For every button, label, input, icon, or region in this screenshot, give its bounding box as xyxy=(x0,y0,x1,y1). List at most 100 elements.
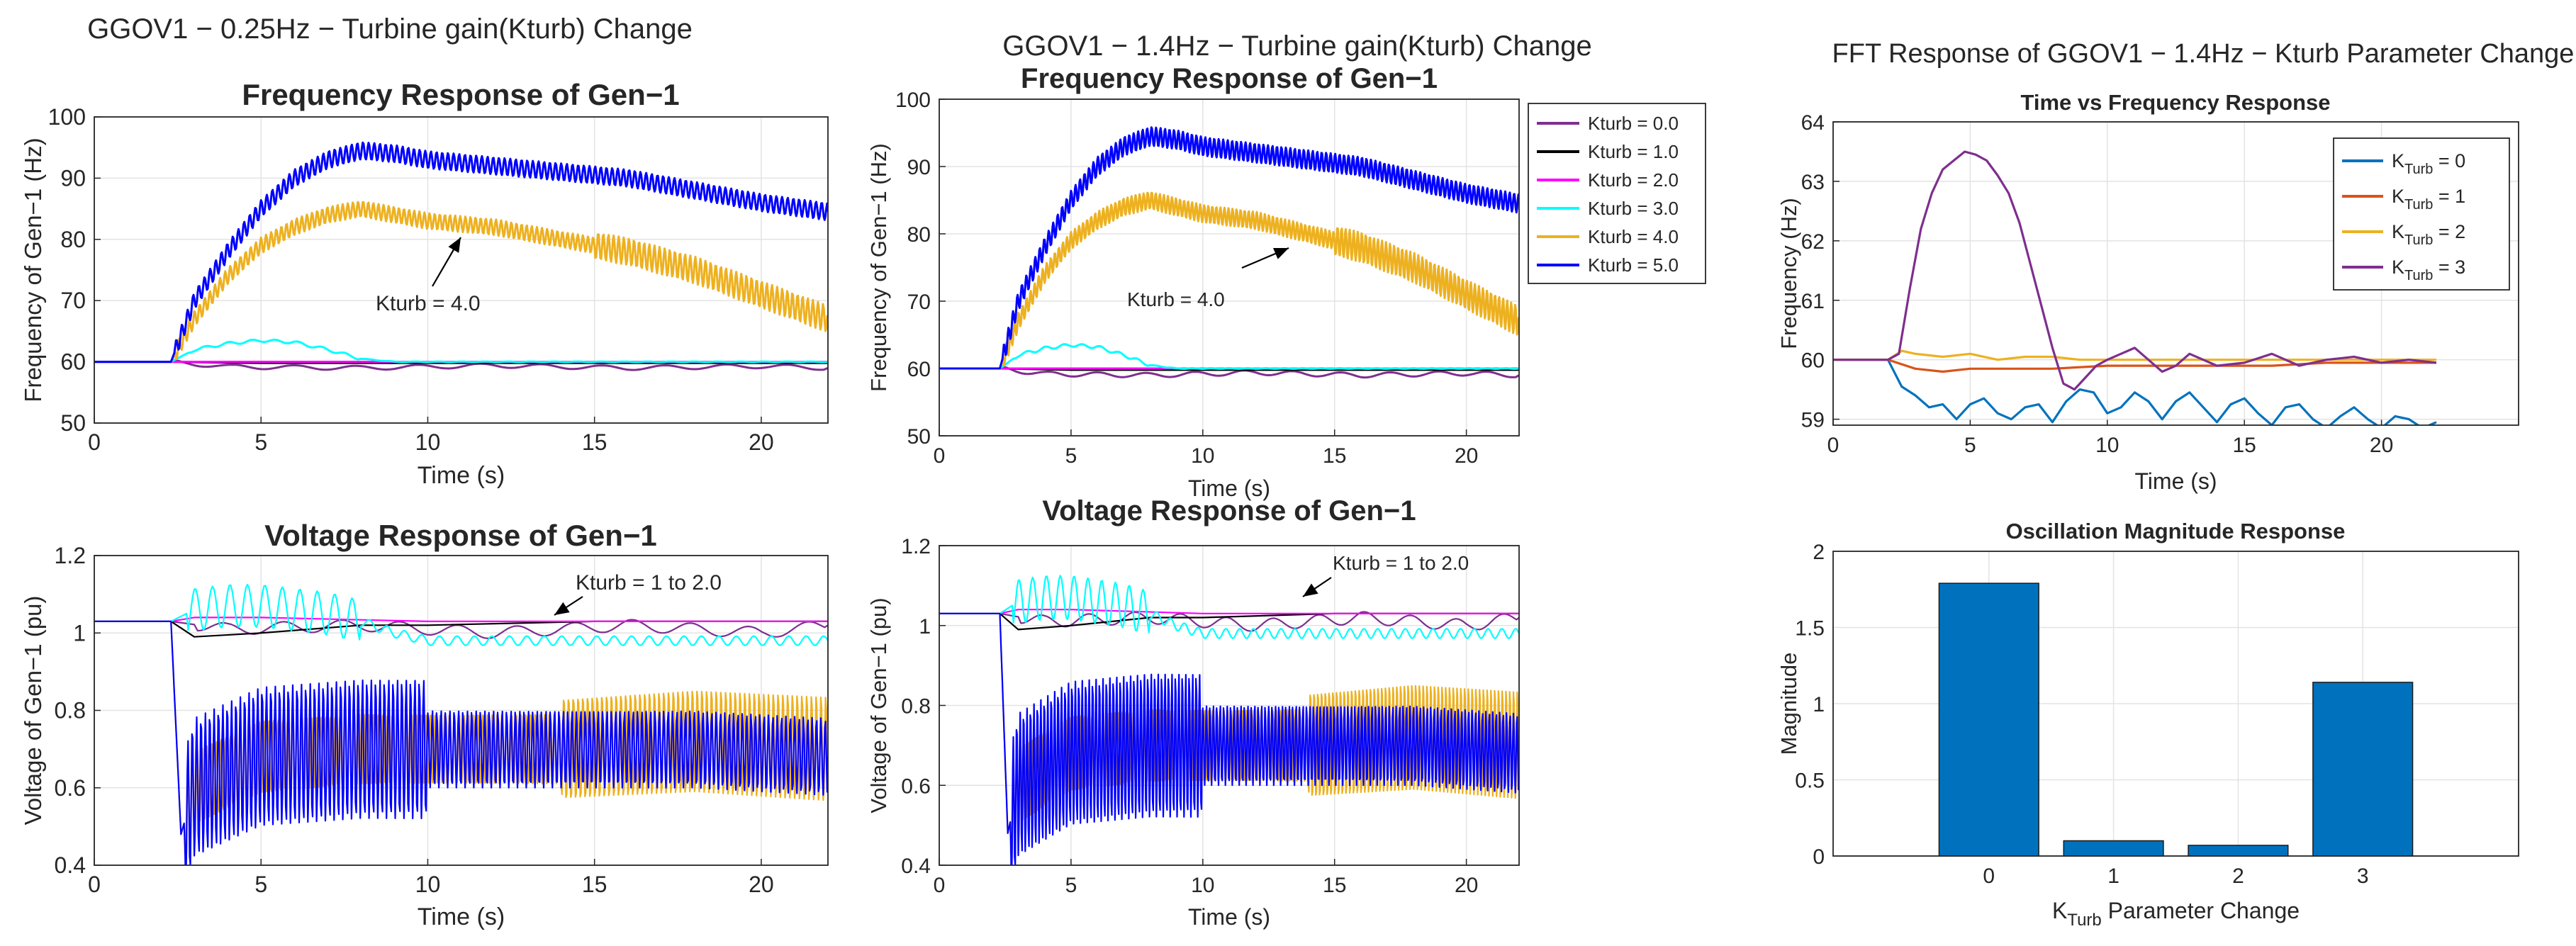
series-line-kturb-4-0 xyxy=(939,191,1519,370)
page-title-right: FFT Response of GGOV1 − 1.4Hz − Kturb Pa… xyxy=(1832,39,2575,69)
y-tick-label: 1.2 xyxy=(55,543,86,568)
legend-label-rest: = 3 xyxy=(2433,257,2465,278)
series-line-kturb-0 xyxy=(1833,359,2437,425)
chart-title: Voltage Response of Gen−1 xyxy=(264,519,657,552)
chart-title: Oscillation Magnitude Response xyxy=(2006,519,2346,544)
y-axis-label: Frequency of Gen−1 (Hz) xyxy=(866,143,891,392)
y-tick-label: 1 xyxy=(919,615,931,638)
x-label-base: K xyxy=(2052,898,2067,923)
frequency-response-chart-middle: 0 5 10 15 20 50 60 70 80 90 100 Frequency Response … xyxy=(866,63,1520,501)
bar-kturb-0 xyxy=(1938,582,2039,857)
y-tick-label: 1 xyxy=(73,620,86,646)
series-group xyxy=(94,583,828,865)
legend-label: Kturb = 5.0 xyxy=(1588,254,1679,276)
y-tick-label: 0.6 xyxy=(901,775,931,798)
legend-label: Kturb = 1.0 xyxy=(1588,141,1679,162)
series-line-kturb-5-0 xyxy=(94,620,828,865)
x-tick-label: 20 xyxy=(1455,444,1478,468)
series-line-kturb-4-0 xyxy=(94,201,828,364)
oscillation-magnitude-chart: 0 0.5 1 1.5 2 0 1 2 3 Oscillation Magnitude Respo… xyxy=(1776,519,2519,930)
legend-label: KTurb = 2 xyxy=(2392,221,2465,248)
y-tick-label: 63 xyxy=(1801,171,1825,194)
y-tick-label: 0.8 xyxy=(901,695,931,719)
y-axis-label: Voltage of Gen−1 (pu) xyxy=(866,597,891,813)
series-group xyxy=(939,575,1519,865)
x-tick-label: 10 xyxy=(1191,444,1214,468)
y-tick-label: 100 xyxy=(48,104,86,130)
x-axis-label: Time (s) xyxy=(418,462,505,489)
y-tick-label: 80 xyxy=(907,223,931,247)
y-tick-label: 60 xyxy=(907,358,931,381)
chart-title: Voltage Response of Gen−1 xyxy=(1042,495,1416,527)
x-axis-label: Time (s) xyxy=(2134,468,2217,494)
axes-frame xyxy=(94,116,829,424)
x-tick-label: 3 xyxy=(2357,865,2369,888)
series-group xyxy=(94,141,828,371)
legend-label: KTurb = 3 xyxy=(2392,257,2465,283)
kturb-legend: Kturb = 0.0 Kturb = 1.0 Kturb = 2.0 Kturb =… xyxy=(1528,103,1706,284)
x-tick-label: 0 xyxy=(1827,434,1839,457)
y-tick-label: 60 xyxy=(1801,349,1825,373)
y-tick-label: 59 xyxy=(1801,409,1825,432)
x-tick-label: 5 xyxy=(1065,874,1077,897)
y-axis-label: Magnitude xyxy=(1776,653,1801,755)
legend-label: KTurb = 1 xyxy=(2392,186,2465,213)
y-tick-label: 1.5 xyxy=(1795,617,1825,641)
page-title-left: GGOV1 − 0.25Hz − Turbine gain(Kturb) Cha… xyxy=(87,13,693,45)
annotation-arrowhead xyxy=(1303,583,1318,597)
series-line-kturb-0-0 xyxy=(939,366,1519,379)
y-axis-label: Frequency of Gen−1 (Hz) xyxy=(20,137,46,402)
series-line-kturb-5-0 xyxy=(939,612,1519,865)
axes-frame xyxy=(94,555,829,866)
x-tick-label: 0 xyxy=(934,444,946,468)
y-tick-label: 2 xyxy=(1813,541,1825,564)
x-axis-label: Time (s) xyxy=(1188,904,1270,930)
series-line-kturb-2 xyxy=(1833,349,2436,361)
series-line-kturb-5-0 xyxy=(94,141,828,364)
series-line-kturb-3 xyxy=(1833,150,2437,391)
x-tick-label: 0 xyxy=(1983,865,1995,888)
y-tick-label: 70 xyxy=(907,291,931,314)
x-tick-label: 1 xyxy=(2107,865,2119,888)
legend-label: Kturb = 4.0 xyxy=(1588,226,1679,247)
series-line-kturb-3-0 xyxy=(939,575,1519,639)
y-tick-label: 100 xyxy=(895,89,931,112)
y-tick-label: 0 xyxy=(1813,845,1825,869)
page-title-middle: GGOV1 − 1.4Hz − Turbine gain(Kturb) Chan… xyxy=(1002,30,1592,62)
chart-title: Frequency Response of Gen−1 xyxy=(242,78,679,111)
x-tick-label: 5 xyxy=(254,429,267,455)
x-tick-label: 10 xyxy=(2095,434,2119,457)
x-axis-label: Time (s) xyxy=(1188,475,1270,501)
legend-label-base: K xyxy=(2392,221,2404,242)
chart-title: Time vs Frequency Response xyxy=(2020,90,2330,115)
annotation-text: Kturb = 4.0 xyxy=(1127,288,1225,310)
y-axis-label: Frequency (Hz) xyxy=(1776,198,1801,349)
legend-label: Kturb = 0.0 xyxy=(1588,113,1679,134)
annotation-arrowhead xyxy=(448,237,461,253)
y-tick-label: 0.4 xyxy=(901,855,931,878)
annotation-arrowhead xyxy=(554,602,570,615)
y-tick-label: 90 xyxy=(907,156,931,179)
y-tick-label: 61 xyxy=(1801,290,1825,313)
annotation-text: Kturb = 4.0 xyxy=(376,292,481,315)
x-tick-label: 0 xyxy=(934,874,946,897)
frequency-response-chart-left: 0 5 10 15 20 50 60 70 80 90 100 Frequency Response … xyxy=(20,78,829,489)
x-label-rest: Parameter Change xyxy=(2102,898,2300,923)
y-tick-label: 60 xyxy=(60,349,86,375)
axes-frame xyxy=(1832,551,2519,857)
legend-label-rest: = 1 xyxy=(2433,186,2465,207)
x-tick-label: 2 xyxy=(2232,865,2244,888)
legend-label-subscript: Turb xyxy=(2404,268,2433,283)
annotation-text: Kturb = 1 to 2.0 xyxy=(576,571,722,595)
series-group xyxy=(1833,150,2437,425)
y-tick-label: 50 xyxy=(907,425,931,449)
x-tick-label: 20 xyxy=(1455,874,1478,897)
y-tick-label: 1.2 xyxy=(901,535,931,558)
axes-frame xyxy=(1832,121,2519,426)
voltage-response-chart-middle: 0 5 10 15 20 0.4 0.6 0.8 1 1.2 Voltage Response of… xyxy=(866,495,1520,930)
x-tick-label: 5 xyxy=(1964,434,1976,457)
legend-label-subscript: Turb xyxy=(2404,232,2433,248)
x-tick-label: 0 xyxy=(88,872,101,897)
